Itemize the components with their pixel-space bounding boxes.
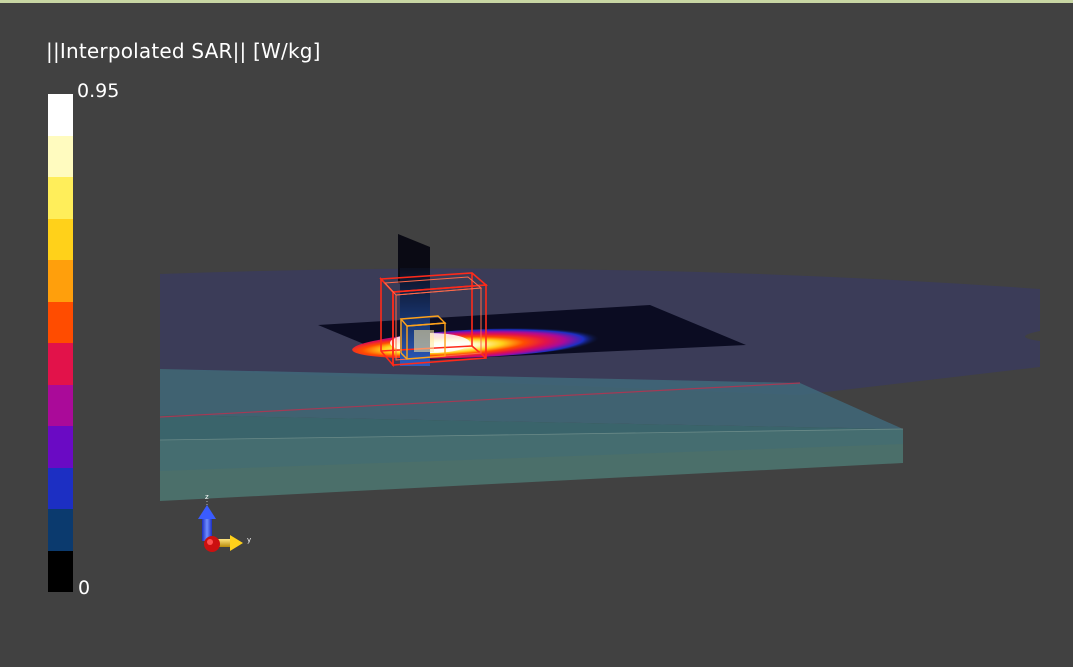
colorbar-segment [48, 260, 73, 302]
colorbar [48, 94, 73, 592]
colorbar-segment [48, 177, 73, 219]
colorbar-segment [48, 426, 73, 468]
axis-triad: z y [198, 493, 251, 552]
colorbar-segment [48, 135, 73, 177]
slab-top [160, 369, 903, 429]
sar-scene[interactable]: z y [0, 3, 1073, 667]
colorbar-segment [48, 343, 73, 385]
colorbar-segment [48, 94, 73, 136]
colorbar-segment [48, 550, 73, 592]
axis-y-label: y [247, 536, 251, 544]
legend-title: ||Interpolated SAR|| [W/kg] [46, 39, 321, 63]
colorbar-min-label: 0 [78, 577, 91, 599]
colorbar-max-label: 0.95 [77, 80, 120, 102]
zoom-scan-box-inner [399, 315, 447, 360]
colorbar-segment [48, 509, 73, 551]
colorbar-segment [48, 384, 73, 426]
colorbar-segment [48, 301, 73, 343]
axis-z-label: z [205, 493, 209, 501]
colorbar-segment [48, 218, 73, 260]
colorbar-segment [48, 467, 73, 509]
